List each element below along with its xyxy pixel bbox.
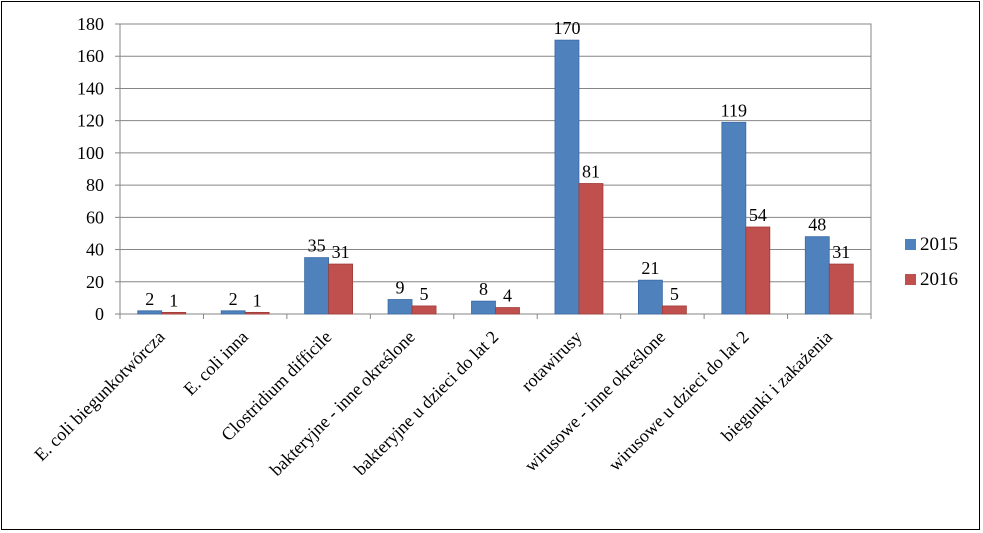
data-label-2016: 5 xyxy=(420,284,429,304)
category-label: bakteryjne u dzieci do lat 2 xyxy=(350,327,502,479)
bar-2015 xyxy=(387,299,413,315)
y-tick-label: 0 xyxy=(95,304,104,324)
data-label-2016: 1 xyxy=(253,290,262,310)
category-label: bakteryjne - inne określone xyxy=(266,327,419,480)
y-tick-label: 40 xyxy=(86,240,104,260)
legend-label-2016: 2016 xyxy=(920,269,958,290)
data-label-2016: 5 xyxy=(670,284,679,304)
category-label: wirusowe - inne określone xyxy=(520,327,669,476)
bar-2016 xyxy=(495,307,520,315)
y-tick-label: 60 xyxy=(86,207,104,227)
data-label-2015: 35 xyxy=(308,236,326,256)
data-label-2016: 54 xyxy=(749,205,767,225)
bar-2016 xyxy=(745,226,771,315)
bar-2016 xyxy=(828,263,854,315)
bar-2016 xyxy=(244,311,270,315)
bar-2015 xyxy=(220,310,246,315)
data-label-2016: 31 xyxy=(832,242,850,262)
legend-swatch-2015 xyxy=(905,239,916,250)
bar-2016 xyxy=(661,305,687,315)
category-label: E. coli biegunkotwórcza xyxy=(30,327,168,465)
bar-2015 xyxy=(804,236,830,315)
data-label-2016: 81 xyxy=(582,162,600,182)
data-label-2016: 1 xyxy=(169,290,178,310)
y-tick-label: 180 xyxy=(77,14,104,34)
y-tick-label: 140 xyxy=(77,78,104,98)
y-tick-label: 20 xyxy=(86,272,104,292)
bar-2016 xyxy=(411,305,437,315)
data-label-2015: 170 xyxy=(553,18,580,38)
bar-2015 xyxy=(721,121,747,315)
category-label: E. coli inna xyxy=(180,327,252,399)
category-label: rotawirusy xyxy=(517,327,586,396)
data-label-2015: 8 xyxy=(479,279,488,299)
y-tick-label: 80 xyxy=(86,175,104,195)
data-label-2015: 48 xyxy=(808,215,826,235)
bar-2015 xyxy=(137,310,163,315)
y-tick-label: 120 xyxy=(77,111,104,131)
data-label-2015: 9 xyxy=(396,278,405,298)
legend-swatch-2016 xyxy=(905,274,916,285)
data-label-2015: 2 xyxy=(145,289,154,309)
data-label-2016: 31 xyxy=(332,242,350,262)
bar-2016 xyxy=(161,311,187,315)
data-label-2016: 4 xyxy=(503,286,512,306)
data-label-2015: 119 xyxy=(721,100,747,120)
bar-2015 xyxy=(471,300,496,315)
legend-label-2015: 2015 xyxy=(920,234,958,255)
data-label-2015: 21 xyxy=(641,258,659,278)
bar-2015 xyxy=(554,39,580,315)
bar-2015 xyxy=(637,279,663,315)
bar-2015 xyxy=(304,257,330,315)
y-tick-label: 160 xyxy=(77,46,104,66)
bar-2016 xyxy=(578,183,604,315)
bar-2016 xyxy=(328,263,354,315)
y-tick-label: 100 xyxy=(77,143,104,163)
category-label: wirusowe u dzieci do lat 2 xyxy=(605,327,753,475)
data-label-2015: 2 xyxy=(229,289,238,309)
